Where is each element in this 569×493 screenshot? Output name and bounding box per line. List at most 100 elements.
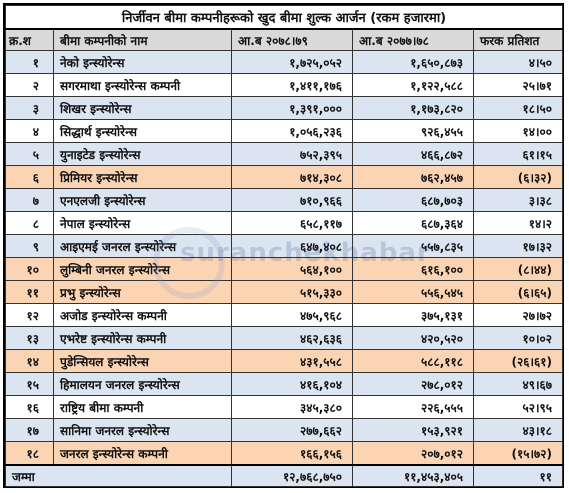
table-row: ३ शिखर इन्स्योरेन्स १,३९१,००० १,१७३,८२० १८।५…: [5, 96, 563, 120]
row-value-2077-78: १५३,९२१: [352, 418, 474, 442]
row-difference-percent: ५२।९५: [473, 395, 563, 419]
row-company-name: आइएमई जनरल इन्स्योरेन्स: [53, 234, 232, 258]
row-company-name: शिखर इन्स्योरेन्स: [53, 96, 232, 120]
row-value-2077-78: ६१६,१००: [352, 257, 474, 281]
row-serial: ९: [5, 234, 54, 258]
row-serial: ११: [5, 280, 54, 304]
row-value-2078-79: १,४११,१७६: [231, 73, 353, 97]
row-serial: ३: [5, 96, 54, 120]
total-difference-percent: ११: [473, 464, 563, 487]
total-value-2078-79: १२,७६८,७५०: [231, 464, 353, 487]
row-value-2078-79: ६५८,११७: [231, 211, 353, 235]
row-value-2077-78: १,६५०,८७३: [352, 50, 474, 74]
total-label: जम्मा: [5, 464, 232, 487]
row-difference-percent: १४।००: [473, 119, 563, 143]
row-difference-percent: १८।५०: [473, 96, 563, 120]
row-value-2078-79: ५६४,१००: [231, 257, 353, 281]
row-company-name: हिमालयन जनरल इन्स्योरेन्स: [53, 372, 232, 396]
table-row: १५ हिमालयन जनरल इन्स्योरेन्स ४१६,१०४ २७८,०१…: [5, 372, 563, 396]
row-company-name: राष्ट्रिय बीमा कम्पनी: [53, 395, 232, 419]
row-value-2077-78: २०७,०१२: [352, 441, 474, 466]
row-serial: १४: [5, 349, 54, 373]
row-value-2078-79: ४७५,९६८: [231, 303, 353, 327]
row-value-2078-79: ७१४,३०८: [231, 165, 353, 189]
row-difference-percent: ४।५०: [473, 50, 563, 74]
row-difference-percent: (६।६५): [473, 280, 563, 304]
row-value-2077-78: ५८८,११८: [352, 349, 474, 373]
row-value-2077-78: २२६,५५५: [352, 395, 474, 419]
row-serial: १८: [5, 441, 54, 466]
row-value-2078-79: ४१६,१०४: [231, 372, 353, 396]
row-company-name: सानिमा जनरल इन्स्योरेन्स: [53, 418, 232, 442]
table-row: १८ जनरल इन्स्योरेन्स कम्पनी १६६,१५६ २०७,०१२…: [5, 441, 563, 466]
row-company-name: प्रिमियर इन्स्योरेन्स: [53, 165, 232, 189]
total-row: जम्मा १२,७६८,७५० ११,४५३,४०५ ११: [5, 464, 563, 487]
row-company-name: एनएलजी इन्स्योरेन्स: [53, 188, 232, 212]
row-serial: १३: [5, 326, 54, 350]
table-title: निर्जीवन बीमा कम्पनीहरूको खुद बीमा शुल्क…: [5, 5, 563, 30]
row-difference-percent: (८।४४): [473, 257, 563, 281]
table-row: २ सगरमाथा इन्स्योरेन्स कम्पनी १,४११,१७६ १,१…: [5, 73, 563, 97]
row-value-2077-78: ४२०,५२०: [352, 326, 474, 350]
header-company: बीमा कम्पनीको नाम: [53, 28, 232, 51]
row-value-2077-78: १,१७३,८२०: [352, 96, 474, 120]
row-company-name: जनरल इन्स्योरेन्स कम्पनी: [53, 441, 232, 466]
row-value-2078-79: १,७२५,०५२: [231, 50, 353, 74]
table-row: ९ आइएमई जनरल इन्स्योरेन्स ६४७,४०८ ५५७,८३५ १७…: [5, 234, 563, 258]
table-header-row: क्र.श बीमा कम्पनीको नाम आ.ब २०७८।७९ आ.ब …: [5, 28, 563, 51]
row-difference-percent: (१५।७२): [473, 441, 563, 466]
row-value-2077-78: १,१२२,५८८: [352, 73, 474, 97]
row-difference-percent: (२६।६१): [473, 349, 563, 373]
row-difference-percent: (६।३२): [473, 165, 563, 189]
table-row: १ नेको इन्स्योरेन्स १,७२५,०५२ १,६५०,८७३ ४।५०: [5, 50, 563, 74]
row-serial: ४: [5, 119, 54, 143]
header-difference-percent: फरक प्रतिशत: [473, 28, 563, 51]
row-value-2077-78: ४६६,८७२: [352, 142, 474, 166]
row-serial: १२: [5, 303, 54, 327]
row-company-name: लुम्बिनी जनरल इन्स्योरेन्स: [53, 257, 232, 281]
row-value-2078-79: १,०५६,२३६: [231, 119, 353, 143]
row-value-2078-79: १,३९१,०००: [231, 96, 353, 120]
row-difference-percent: १०।०२: [473, 326, 563, 350]
row-difference-percent: ४३।१८: [473, 418, 563, 442]
row-value-2078-79: ३४५,३८०: [231, 395, 353, 419]
row-value-2077-78: ६८७,३६४: [352, 211, 474, 235]
row-serial: १: [5, 50, 54, 74]
header-year-2078-79: आ.ब २०७८।७९: [231, 28, 353, 51]
row-value-2077-78: ३७५,१३१: [352, 303, 474, 327]
row-value-2077-78: ५५७,८३५: [352, 234, 474, 258]
row-difference-percent: ३।३८: [473, 188, 563, 212]
row-value-2078-79: ६४७,४०८: [231, 234, 353, 258]
row-serial: २: [5, 73, 54, 97]
total-value-2077-78: ११,४५३,४०५: [352, 464, 474, 487]
row-company-name: अजोड इन्स्योरेन्स कम्पनी: [53, 303, 232, 327]
table-row: ८ नेपाल इन्स्योरेन्स ६५८,११७ ६८७,३६४ १४।२: [5, 211, 563, 235]
table-title-row: निर्जीवन बीमा कम्पनीहरूको खुद बीमा शुल्क…: [5, 5, 563, 30]
row-company-name: नेको इन्स्योरेन्स: [53, 50, 232, 74]
row-difference-percent: ४९।६७: [473, 372, 563, 396]
row-company-name: नेपाल इन्स्योरेन्स: [53, 211, 232, 235]
row-value-2077-78: ७६२,४५७: [352, 165, 474, 189]
row-difference-percent: २७।७२: [473, 303, 563, 327]
row-company-name: प्रभु इन्स्योरेन्स: [53, 280, 232, 304]
row-serial: ६: [5, 165, 54, 189]
header-serial: क्र.श: [5, 28, 54, 51]
row-value-2077-78: २७८,०१२: [352, 372, 474, 396]
row-serial: ८: [5, 211, 54, 235]
table-row: ४ सिद्धार्थ इन्स्योरेन्स १,०५६,२३६ ९२६,४५५ १…: [5, 119, 563, 143]
row-difference-percent: २५।७१: [473, 73, 563, 97]
table-row: १७ सानिमा जनरल इन्स्योरेन्स २७७,६६२ १५३,९२१…: [5, 418, 563, 442]
row-company-name: युनाइटेड इन्स्योरेन्स: [53, 142, 232, 166]
row-serial: १७: [5, 418, 54, 442]
row-difference-percent: १४।२: [473, 211, 563, 235]
row-company-name: पुडेन्सियल इन्स्योरेन्स: [53, 349, 232, 373]
row-serial: ७: [5, 188, 54, 212]
row-value-2077-78: ९२६,४५५: [352, 119, 474, 143]
table-row: १० लुम्बिनी जनरल इन्स्योरेन्स ५६४,१०० ६१६,१…: [5, 257, 563, 281]
row-difference-percent: ६१।१५: [473, 142, 563, 166]
row-value-2077-78: ६८७,७०३: [352, 188, 474, 212]
row-value-2078-79: २७७,६६२: [231, 418, 353, 442]
header-year-2077-78: आ.ब २०७७।७८: [352, 28, 474, 51]
row-company-name: सगरमाथा इन्स्योरेन्स कम्पनी: [53, 73, 232, 97]
row-serial: १०: [5, 257, 54, 281]
